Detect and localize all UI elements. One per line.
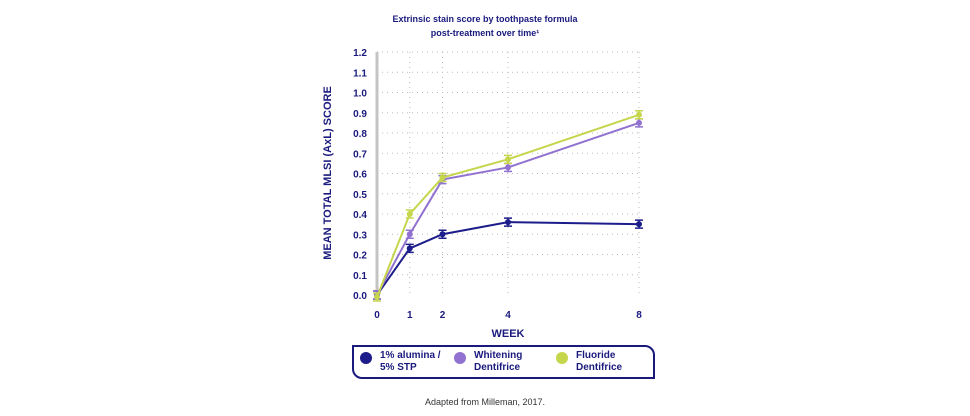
y-tick-label: 1.2 [353, 48, 367, 59]
y-axis-label: MEAN TOTAL MLSI (AxL) SCORE [322, 86, 334, 260]
data-point [406, 211, 413, 217]
data-point [406, 245, 413, 252]
x-axis-label: WEEK [492, 328, 525, 340]
legend-item: 1% alumina /5% STP [360, 350, 441, 374]
series-line [376, 221, 640, 296]
y-tick-label: 0.7 [353, 149, 367, 160]
legend-label: 5% STP [380, 362, 417, 373]
y-tick-label: 0.1 [353, 271, 367, 282]
y-tick-label: 0.5 [353, 190, 367, 201]
legend-swatch [454, 352, 466, 364]
series-line [376, 121, 640, 296]
legend-label: Whitening [474, 350, 523, 361]
data-point [439, 174, 446, 181]
y-tick-label: 0.9 [353, 109, 367, 120]
legend-swatch [360, 352, 372, 364]
data-point [505, 164, 511, 171]
y-tick-label: 1.1 [353, 68, 367, 79]
y-tick-label: 0.6 [353, 170, 367, 181]
data-point [505, 219, 511, 226]
y-tick-label: 0.3 [353, 230, 367, 241]
legend-label: 1% alumina / [380, 350, 441, 361]
y-tick-label: 0.8 [353, 129, 367, 140]
legend-swatch [556, 352, 568, 364]
y-tick-label: 0.0 [353, 291, 367, 302]
x-tick-label: 8 [636, 310, 642, 321]
data-point [636, 221, 642, 228]
data-point [406, 231, 413, 238]
y-tick-label: 1.0 [353, 89, 367, 100]
legend-label: Fluoride [576, 350, 616, 361]
y-tick-label: 0.4 [353, 210, 367, 221]
data-point [505, 156, 511, 163]
legend: 1% alumina /5% STP Whitening Dentifrice F… [352, 345, 655, 379]
chart-title: Extrinsic stain score by toothpaste form… [392, 14, 578, 24]
legend-item: Whitening Dentifrice [454, 350, 522, 374]
x-tick-label: 4 [505, 310, 511, 321]
data-point [636, 119, 642, 126]
legend-label: Dentifrice [474, 362, 521, 373]
data-point [439, 231, 446, 238]
chart-subtitle: post-treatment over time¹ [431, 28, 540, 38]
data-point [374, 294, 380, 301]
x-tick-label: 0 [374, 310, 380, 321]
legend-label: Dentifrice [576, 362, 623, 373]
legend-item: Fluoride Dentifrice [556, 350, 622, 374]
data-point [636, 111, 642, 118]
source-note: Adapted from Milleman, 2017. [424, 397, 546, 407]
x-tick-label: 1 [407, 310, 413, 321]
y-tick-label: 0.2 [353, 251, 367, 262]
x-tick-label: 2 [440, 310, 446, 321]
